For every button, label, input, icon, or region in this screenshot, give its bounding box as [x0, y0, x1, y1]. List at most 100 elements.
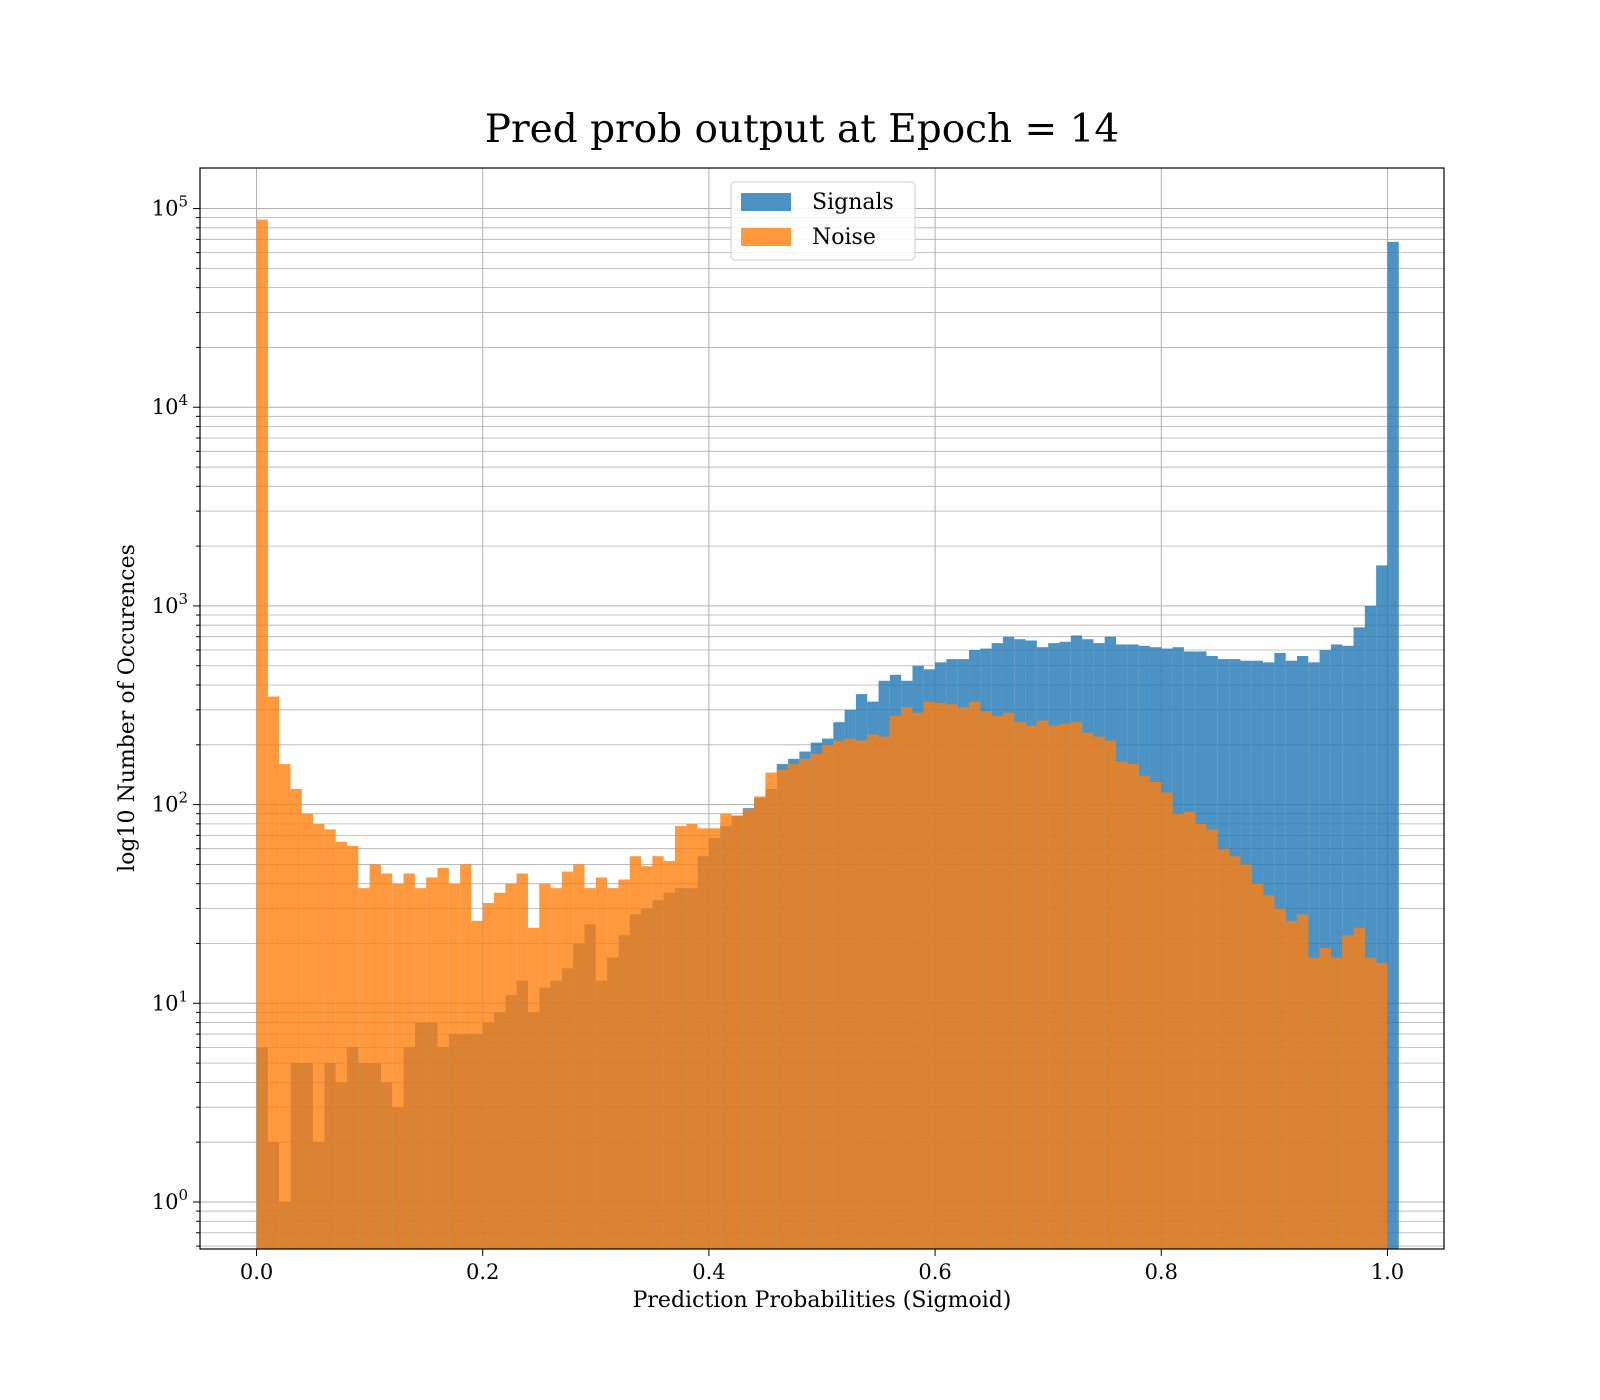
- x-tick-label: 1.0: [1371, 1260, 1404, 1284]
- bar-noise: [335, 841, 348, 1249]
- bar-noise: [833, 740, 845, 1249]
- bar-noise: [324, 829, 336, 1249]
- y-axis-label: log10 Number of Occurences: [115, 544, 140, 872]
- bar-noise: [1296, 914, 1309, 1249]
- histogram-bars: [256, 219, 1399, 1249]
- x-tick-label: 0.2: [466, 1260, 499, 1284]
- bar-noise: [810, 753, 822, 1249]
- bar-noise: [788, 764, 800, 1249]
- bar-signals: [1330, 644, 1343, 1249]
- bar-noise: [844, 738, 856, 1249]
- bar-noise: [448, 883, 461, 1249]
- bar-signals: [1376, 565, 1388, 1249]
- bar-noise: [1116, 761, 1128, 1249]
- bar-noise: [1059, 723, 1071, 1249]
- bar-noise: [1172, 813, 1184, 1249]
- bar-noise: [256, 219, 268, 1249]
- legend-swatch-signals: [741, 193, 791, 211]
- y-axis-ticks: 100 101 102 103 104 105: [152, 193, 200, 1247]
- bar-noise: [1195, 823, 1207, 1249]
- legend-swatch-noise: [741, 228, 791, 246]
- bar-noise: [901, 706, 913, 1249]
- bar-noise: [912, 712, 924, 1249]
- bar-noise: [822, 744, 834, 1249]
- bar-noise: [935, 702, 947, 1249]
- bar-noise: [652, 856, 664, 1249]
- bar-noise: [1285, 920, 1297, 1249]
- bar-noise: [697, 828, 709, 1249]
- bar-noise: [313, 823, 325, 1249]
- bar-noise: [279, 764, 291, 1249]
- bar-noise: [516, 873, 528, 1249]
- bar-noise: [1025, 725, 1037, 1249]
- bar-noise: [1014, 722, 1026, 1249]
- bar-signals: [1308, 662, 1320, 1249]
- legend: Signals Noise: [730, 181, 916, 261]
- bar-noise: [991, 715, 1003, 1249]
- bar-noise: [686, 823, 698, 1249]
- bar-noise: [1364, 957, 1377, 1249]
- bar-noise: [1229, 856, 1241, 1249]
- bar-noise: [369, 864, 381, 1249]
- bar-noise: [460, 864, 472, 1249]
- bar-noise: [1183, 811, 1196, 1249]
- bar-noise: [957, 706, 970, 1249]
- bar-noise: [392, 883, 404, 1249]
- bar-noise: [505, 883, 517, 1249]
- bar-noise: [618, 879, 630, 1249]
- y-tick-label: 103: [152, 590, 188, 618]
- bar-noise: [946, 704, 958, 1249]
- bar-noise: [573, 864, 585, 1249]
- bar-noise: [595, 877, 608, 1249]
- y-tick-label: 104: [152, 391, 188, 419]
- bar-noise: [923, 701, 936, 1249]
- y-tick-label: 101: [152, 987, 188, 1015]
- bar-noise: [358, 888, 370, 1249]
- bar-noise: [776, 769, 789, 1249]
- bar-noise: [663, 861, 675, 1249]
- chart-title: Pred prob output at Epoch = 14: [485, 107, 1120, 152]
- x-tick-label: 0.0: [240, 1260, 273, 1284]
- bar-noise: [1161, 792, 1173, 1249]
- x-tick-label: 0.6: [918, 1260, 951, 1284]
- bar-noise: [855, 740, 868, 1249]
- bar-noise: [1127, 764, 1139, 1249]
- bar-noise: [889, 715, 902, 1249]
- bar-noise: [380, 873, 393, 1249]
- bar-noise: [1376, 962, 1388, 1249]
- y-tick-label: 105: [152, 193, 188, 221]
- bar-noise: [1048, 725, 1060, 1249]
- bar-noise: [347, 845, 359, 1249]
- x-axis-ticks: 0.0 0.2 0.4 0.6 0.8 1.0: [240, 1249, 1404, 1284]
- bar-noise: [980, 711, 992, 1249]
- bar-noise: [720, 813, 732, 1249]
- bar-noise: [1240, 864, 1252, 1249]
- bar-noise: [1319, 947, 1331, 1249]
- bar-noise: [1002, 712, 1015, 1249]
- bar-noise: [629, 856, 642, 1249]
- bar-noise: [561, 871, 574, 1249]
- series-noise: [256, 219, 1388, 1249]
- bar-noise: [1308, 957, 1320, 1249]
- bar-noise: [1330, 957, 1343, 1249]
- bar-noise: [1093, 736, 1105, 1249]
- bar-noise: [267, 696, 280, 1249]
- legend-label-noise: Noise: [812, 225, 876, 250]
- bar-noise: [1353, 927, 1365, 1249]
- bar-noise: [403, 873, 415, 1249]
- bar-noise: [539, 883, 551, 1249]
- bar-noise: [471, 920, 483, 1249]
- bar-noise: [765, 772, 777, 1249]
- bar-noise: [1206, 829, 1218, 1249]
- y-tick-label: 102: [152, 789, 188, 817]
- bar-noise: [731, 815, 743, 1249]
- bar-noise: [584, 888, 596, 1249]
- y-tick-label: 100: [152, 1186, 188, 1214]
- bar-noise: [1036, 720, 1049, 1249]
- bar-noise: [1149, 781, 1162, 1249]
- bar-noise: [1342, 935, 1354, 1249]
- bar-noise: [867, 734, 879, 1249]
- bar-noise: [799, 758, 811, 1249]
- bar-noise: [1274, 908, 1286, 1249]
